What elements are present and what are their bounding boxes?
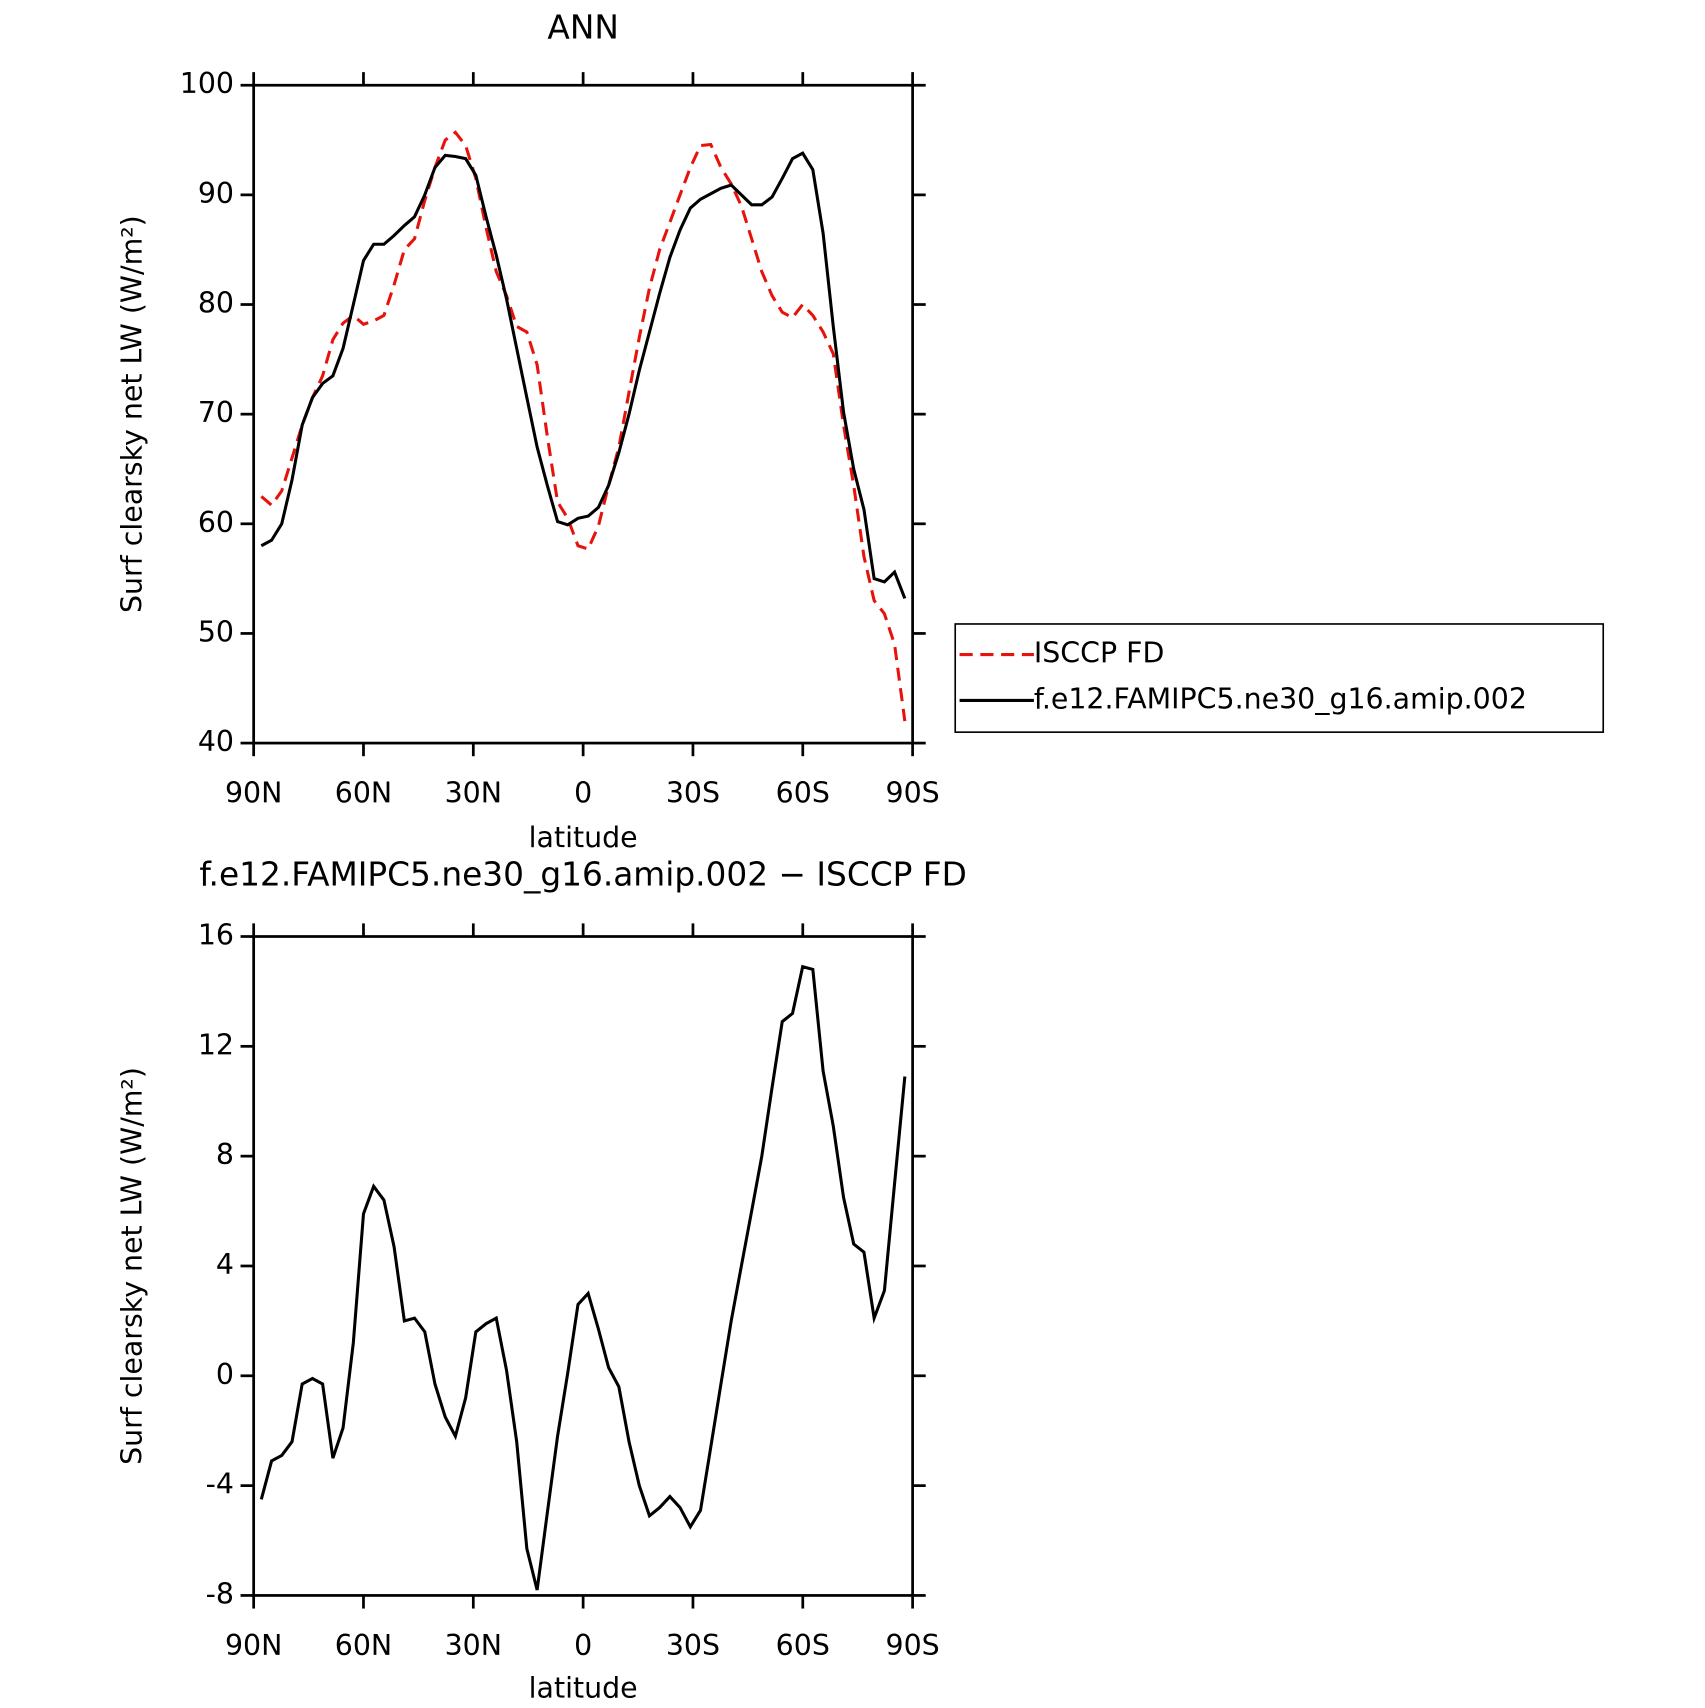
- x-tick-label: 30N: [445, 776, 502, 809]
- y-tick-label: 12: [198, 1028, 234, 1061]
- x-tick-label: 90N: [225, 776, 282, 809]
- y-axis-label: Surf clearsky net LW (W/m²): [115, 215, 148, 613]
- legend-box: [954, 623, 1605, 733]
- y-tick-label: 70: [198, 396, 234, 429]
- y-tick-label: 80: [198, 287, 234, 320]
- x-tick-label: 90S: [886, 776, 940, 809]
- y-axis-label: Surf clearsky net LW (W/m²): [115, 1067, 148, 1465]
- legend-label: f.e12.FAMIPC5.ne30_g16.amip.002: [1034, 682, 1527, 715]
- y-tick-label: 90: [198, 177, 234, 210]
- y-tick-label: 16: [198, 919, 234, 952]
- legend-label: ISCCP FD: [1034, 637, 1164, 670]
- y-tick-label: 100: [180, 67, 234, 100]
- x-tick-label: 60N: [335, 1629, 392, 1662]
- plot-frame: [252, 83, 914, 745]
- x-tick-label: 0: [574, 1629, 592, 1662]
- x-axis-label: latitude: [529, 1671, 638, 1704]
- y-tick-label: 60: [198, 506, 234, 539]
- x-tick-label: 30N: [445, 1629, 502, 1662]
- x-tick-label: 60S: [776, 776, 830, 809]
- chart-title: f.e12.FAMIPC5.ne30_g16.amip.002 − ISCCP …: [199, 855, 966, 893]
- x-axis-label: latitude: [529, 821, 638, 854]
- series-line: [260, 130, 907, 722]
- x-tick-label: 60S: [776, 1629, 830, 1662]
- y-tick-label: 50: [198, 615, 234, 648]
- x-tick-label: 90S: [886, 1629, 940, 1662]
- series-line: [260, 151, 907, 599]
- y-tick-label: 40: [198, 725, 234, 758]
- plot-frame: [252, 935, 914, 1597]
- y-tick-label: 0: [216, 1358, 234, 1391]
- chart: ANN latitude Surf clearsky net LW (W/m²) 40…: [115, 9, 1605, 854]
- y-tick-label: 4: [216, 1248, 234, 1281]
- chart: f.e12.FAMIPC5.ne30_g16.amip.002 − ISCCP …: [115, 855, 966, 1704]
- y-tick-label: -8: [206, 1577, 234, 1610]
- chart-title: ANN: [547, 9, 618, 47]
- x-tick-label: 0: [574, 776, 592, 809]
- y-tick-label: 8: [216, 1138, 234, 1171]
- x-tick-label: 60N: [335, 776, 392, 809]
- series-line: [259, 964, 907, 1591]
- x-tick-label: 30S: [666, 776, 720, 809]
- y-tick-label: -4: [206, 1468, 234, 1501]
- x-tick-label: 90N: [225, 1629, 282, 1662]
- x-tick-label: 30S: [666, 1629, 720, 1662]
